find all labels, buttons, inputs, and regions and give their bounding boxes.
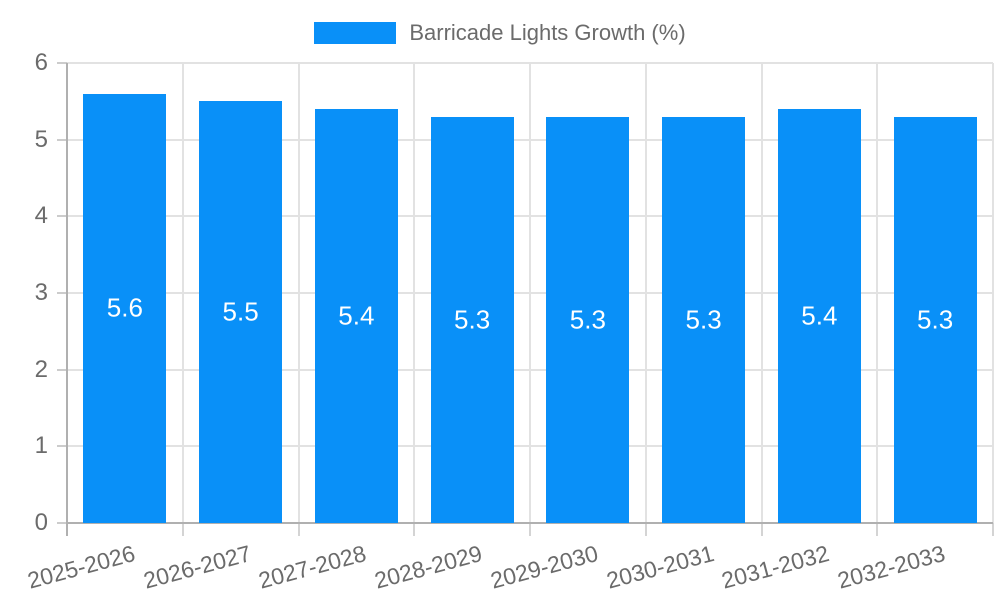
x-tick-mark bbox=[876, 523, 879, 536]
bar[interactable] bbox=[893, 116, 977, 523]
y-tick-mark bbox=[57, 62, 67, 64]
y-tick-label: 5 bbox=[34, 125, 48, 153]
x-tick-mark bbox=[413, 523, 416, 536]
v-gridline bbox=[529, 63, 531, 523]
bar[interactable] bbox=[199, 101, 283, 523]
bar-value-label: 5.5 bbox=[222, 296, 259, 327]
x-tick-label: 2027-2028 bbox=[256, 540, 370, 594]
y-tick-mark bbox=[57, 292, 67, 294]
x-tick-mark bbox=[760, 523, 763, 536]
bar[interactable] bbox=[546, 116, 630, 523]
bar-value-label: 5.6 bbox=[106, 292, 143, 323]
x-tick-label: 2032-2033 bbox=[834, 540, 948, 594]
x-tick-label: 2025-2026 bbox=[24, 540, 138, 594]
y-tick-label: 1 bbox=[34, 432, 48, 460]
x-tick-label: 2026-2027 bbox=[140, 540, 254, 594]
x-tick-label: 2030-2031 bbox=[603, 540, 717, 594]
bar[interactable] bbox=[83, 93, 167, 523]
bar-value-label: 5.4 bbox=[338, 300, 375, 331]
y-tick-mark bbox=[57, 368, 67, 371]
x-tick-mark bbox=[644, 523, 647, 536]
bar-value-label: 5.3 bbox=[685, 304, 722, 335]
legend-label: Barricade Lights Growth (%) bbox=[409, 20, 686, 45]
x-axis-line bbox=[67, 522, 993, 524]
x-tick-label: 2031-2032 bbox=[719, 540, 833, 594]
v-gridline bbox=[876, 63, 879, 523]
bar-value-label: 5.3 bbox=[569, 304, 606, 335]
x-tick-mark bbox=[992, 523, 994, 536]
v-gridline bbox=[760, 63, 763, 523]
y-tick-label: 2 bbox=[34, 355, 48, 383]
x-tick-mark bbox=[181, 523, 184, 536]
y-tick-mark bbox=[57, 445, 67, 448]
x-tick-label: 2029-2030 bbox=[487, 540, 601, 594]
y-tick-label: 6 bbox=[34, 49, 48, 76]
v-gridline bbox=[644, 63, 647, 523]
bar-value-label: 5.4 bbox=[801, 300, 838, 331]
bar-value-label: 5.3 bbox=[454, 304, 491, 335]
y-tick-label: 4 bbox=[34, 202, 48, 230]
v-gridline bbox=[992, 63, 994, 523]
bar[interactable] bbox=[430, 116, 514, 523]
y-tick-mark bbox=[57, 215, 67, 218]
y-tick-label: 3 bbox=[34, 279, 48, 306]
x-tick-mark bbox=[297, 523, 300, 536]
y-tick-label: 0 bbox=[34, 509, 48, 536]
y-tick-mark bbox=[57, 138, 67, 141]
y-tick-mark bbox=[57, 522, 67, 524]
bar[interactable] bbox=[662, 116, 746, 523]
y-axis-line bbox=[66, 63, 68, 536]
x-tick-mark bbox=[529, 523, 531, 536]
x-tick-label: 2028-2029 bbox=[371, 540, 485, 594]
legend[interactable]: Barricade Lights Growth (%) bbox=[0, 20, 1000, 46]
bar-value-label: 5.3 bbox=[917, 304, 954, 335]
v-gridline bbox=[181, 63, 184, 523]
legend-swatch bbox=[314, 22, 397, 44]
v-gridline bbox=[297, 63, 300, 523]
bar[interactable] bbox=[314, 109, 398, 523]
v-gridline bbox=[413, 63, 416, 523]
bar[interactable] bbox=[777, 109, 861, 523]
